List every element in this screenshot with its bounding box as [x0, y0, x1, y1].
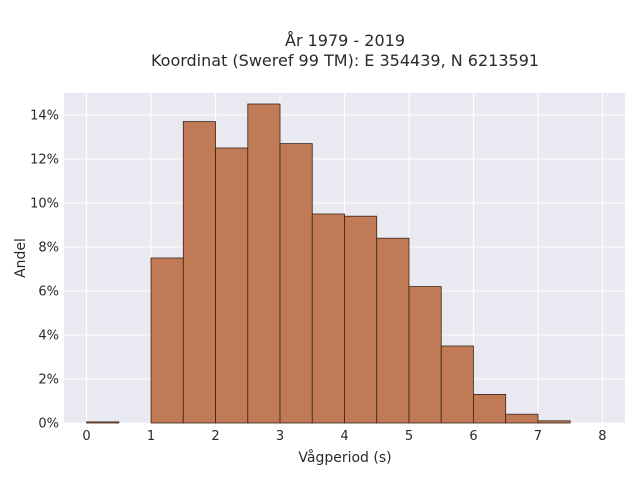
- y-tick-label: 12%: [30, 153, 59, 168]
- x-tick-label: 1: [147, 429, 155, 444]
- chart-subtitle: Koordinat (Sweref 99 TM): E 354439, N 62…: [151, 51, 539, 70]
- histogram-bar: [182, 121, 216, 424]
- histogram-bar: [150, 257, 184, 424]
- y-tick-label: 6%: [38, 285, 59, 300]
- x-axis-label: Vågperiod (s): [298, 449, 391, 466]
- y-tick-label: 2%: [38, 373, 59, 388]
- histogram-bar: [215, 147, 249, 424]
- y-tick-label: 10%: [30, 197, 59, 212]
- y-axis-ticks: 0% 2% 4% 6% 8% 10% 12% 14%: [30, 109, 59, 432]
- x-tick-label: 5: [405, 429, 413, 444]
- histogram-bar: [537, 420, 571, 424]
- histogram-bar: [505, 413, 539, 424]
- histogram-bar: [408, 286, 442, 424]
- histogram-bar: [86, 421, 120, 424]
- y-tick-label: 8%: [38, 241, 59, 256]
- histogram-bar: [247, 103, 281, 424]
- x-axis-ticks: 0 1 2 3 4 5 6 7 8: [82, 429, 606, 444]
- x-tick-label: 7: [534, 429, 542, 444]
- histogram-bar: [473, 393, 507, 424]
- x-tick-label: 4: [340, 429, 348, 444]
- histogram-bar: [344, 215, 378, 424]
- histogram-bar: [440, 345, 474, 424]
- x-tick-label: 2: [211, 429, 219, 444]
- y-axis-label: Andel: [13, 238, 29, 278]
- chart-title: År 1979 - 2019: [285, 31, 405, 50]
- x-tick-label: 3: [276, 429, 284, 444]
- y-tick-label: 14%: [30, 109, 59, 124]
- x-tick-label: 6: [469, 429, 477, 444]
- bars: [86, 103, 571, 424]
- x-tick-label: 8: [598, 429, 606, 444]
- histogram-bar: [279, 143, 313, 424]
- x-tick-label: 0: [82, 429, 90, 444]
- y-tick-label: 4%: [38, 329, 59, 344]
- y-tick-label: 0%: [38, 417, 59, 432]
- histogram-bar: [376, 237, 410, 424]
- histogram-bar: [311, 213, 345, 424]
